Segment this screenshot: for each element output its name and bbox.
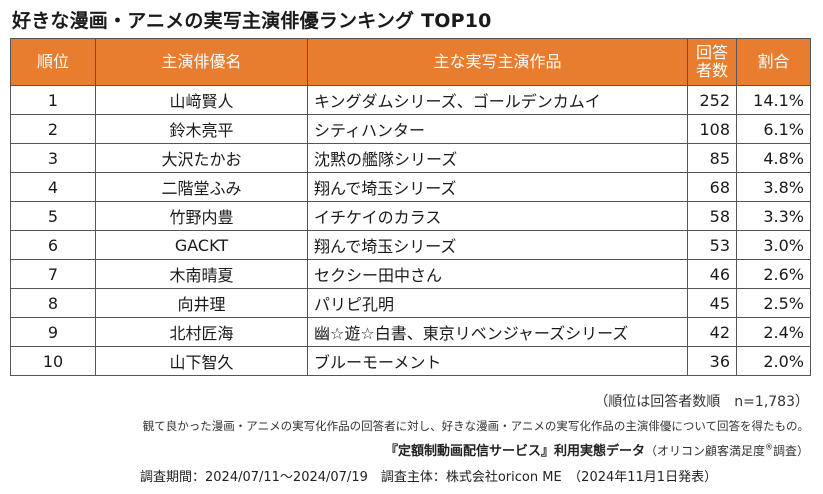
work-cell: シティハンター (307, 114, 688, 144)
count-cell: 53 (687, 230, 737, 260)
rank-cell: 5 (10, 201, 96, 231)
survey-period-note: 調査期間：2024/07/11～2024/07/19 調査主体：株式会社oric… (140, 470, 718, 485)
actor-cell: GACKT (95, 230, 308, 260)
header-rank: 順位 (10, 38, 96, 86)
share-cell: 6.1% (736, 114, 811, 144)
source-title: 『定額制動画配信サービス』利用実態データ (384, 444, 645, 459)
table-row: 10 山下智久 ブルーモーメント 36 2.0% (10, 346, 811, 376)
header-share: 割合 (736, 38, 811, 86)
header-count-line2: 者数 (695, 61, 728, 80)
share-cell: 2.5% (736, 288, 811, 318)
actor-cell: 木南晴夏 (95, 259, 308, 289)
actor-cell: 大沢たかお (95, 143, 308, 173)
header-count-line1: 回答 (695, 43, 728, 62)
share-cell: 4.8% (736, 143, 811, 173)
share-cell: 3.0% (736, 230, 811, 260)
table-row: 1 山﨑賢人 キングダムシリーズ、ゴールデンカムイ 252 14.1% (10, 85, 811, 115)
table-header-row: 順位 主演俳優名 主な実写主演作品 回答 者数 割合 (10, 38, 811, 86)
rank-cell: 8 (10, 288, 96, 318)
work-cell: イチケイのカラス (307, 201, 688, 231)
count-cell: 85 (687, 143, 737, 173)
source-paren-open: （オリコン顧客満足度 (644, 444, 765, 458)
work-cell: キングダムシリーズ、ゴールデンカムイ (307, 85, 688, 115)
source-note: 『定額制動画配信サービス』利用実態データ（オリコン顧客満足度®調査） (385, 440, 809, 459)
rank-cell: 2 (10, 114, 96, 144)
header-actor: 主演俳優名 (95, 38, 308, 86)
sample-note: （順位は回答者数順 n=1,783） (594, 394, 809, 410)
table-row: 4 二階堂ふみ 翔んで埼玉シリーズ 68 3.8% (10, 172, 811, 202)
actor-cell: 山﨑賢人 (95, 85, 308, 115)
registered-mark: ® (764, 442, 773, 452)
rank-cell: 7 (10, 259, 96, 289)
work-cell: パリピ孔明 (307, 288, 688, 318)
source-paren-close: 調査） (772, 444, 809, 458)
actor-cell: 向井理 (95, 288, 308, 318)
count-cell: 46 (687, 259, 737, 289)
count-cell: 42 (687, 317, 737, 347)
count-cell: 36 (687, 346, 737, 376)
description-note: 観て良かった漫画・アニメの実写化作品の回答者に対し、好きな漫画・アニメの実写化作… (142, 419, 809, 433)
count-cell: 68 (687, 172, 737, 202)
rank-cell: 10 (10, 346, 96, 376)
table-row: 3 大沢たかお 沈黙の艦隊シリーズ 85 4.8% (10, 143, 811, 173)
share-cell: 2.4% (736, 317, 811, 347)
header-count: 回答 者数 (687, 38, 737, 86)
rank-cell: 9 (10, 317, 96, 347)
work-cell: セクシー田中さん (307, 259, 688, 289)
work-cell: 翔んで埼玉シリーズ (307, 230, 688, 260)
actor-cell: 山下智久 (95, 346, 308, 376)
table-row: 7 木南晴夏 セクシー田中さん 46 2.6% (10, 259, 811, 289)
share-cell: 2.6% (736, 259, 811, 289)
share-cell: 2.0% (736, 346, 811, 376)
count-cell: 252 (687, 85, 737, 115)
actor-cell: 鈴木亮平 (95, 114, 308, 144)
header-work: 主な実写主演作品 (307, 38, 688, 86)
rank-cell: 4 (10, 172, 96, 202)
share-cell: 14.1% (736, 85, 811, 115)
table-row: 5 竹野内豊 イチケイのカラス 58 3.3% (10, 201, 811, 231)
ranking-table: 順位 主演俳優名 主な実写主演作品 回答 者数 割合 1 山﨑賢人 キングダムシリー… (10, 38, 811, 376)
page-title: 好きな漫画・アニメの実写主演俳優ランキング TOP10 (12, 10, 492, 32)
count-cell: 58 (687, 201, 737, 231)
count-cell: 108 (687, 114, 737, 144)
actor-cell: 竹野内豊 (95, 201, 308, 231)
rank-cell: 6 (10, 230, 96, 260)
actor-cell: 北村匠海 (95, 317, 308, 347)
table-row: 6 GACKT 翔んで埼玉シリーズ 53 3.0% (10, 230, 811, 260)
work-cell: 翔んで埼玉シリーズ (307, 172, 688, 202)
table-body: 1 山﨑賢人 キングダムシリーズ、ゴールデンカムイ 252 14.1% 2 鈴木亮平 シティハ… (10, 85, 811, 376)
share-cell: 3.8% (736, 172, 811, 202)
work-cell: ブルーモーメント (307, 346, 688, 376)
rank-cell: 1 (10, 85, 96, 115)
table-row: 2 鈴木亮平 シティハンター 108 6.1% (10, 114, 811, 144)
rank-cell: 3 (10, 143, 96, 173)
share-cell: 3.3% (736, 201, 811, 231)
table-row: 9 北村匠海 幽☆遊☆白書、東京リベンジャーズシリーズ 42 2.4% (10, 317, 811, 347)
count-cell: 45 (687, 288, 737, 318)
work-cell: 沈黙の艦隊シリーズ (307, 143, 688, 173)
table-row: 8 向井理 パリピ孔明 45 2.5% (10, 288, 811, 318)
actor-cell: 二階堂ふみ (95, 172, 308, 202)
work-cell: 幽☆遊☆白書、東京リベンジャーズシリーズ (307, 317, 688, 347)
